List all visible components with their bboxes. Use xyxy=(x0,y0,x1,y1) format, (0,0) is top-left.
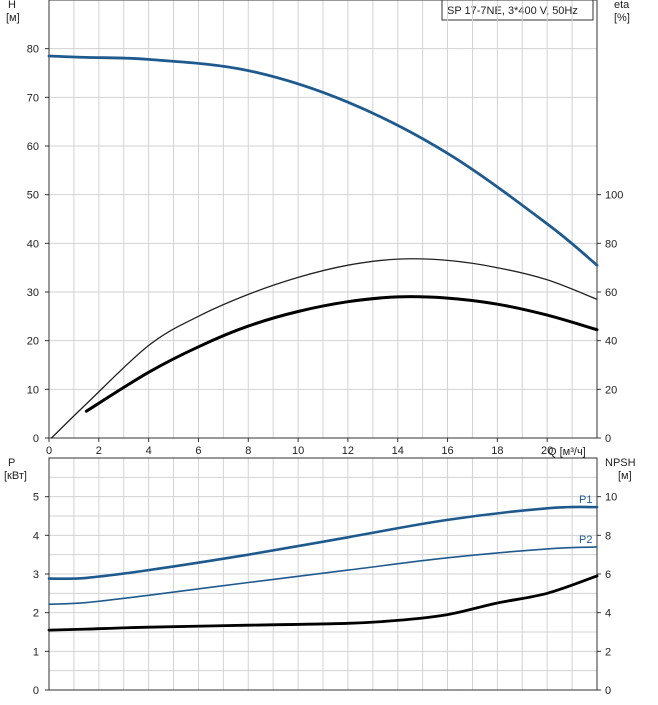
x-tick-label: 14 xyxy=(392,445,404,457)
top-left-tick-label: 70 xyxy=(27,92,39,104)
bottom-right-tick-label: 4 xyxy=(605,608,611,620)
bottom-right-tick-label: 6 xyxy=(605,569,611,581)
bottom-left-tick-label: 4 xyxy=(33,530,39,542)
bottom-right-tick-label: 8 xyxy=(605,530,611,542)
chart-title: SP 17-7NE, 3*400 V, 50Hz xyxy=(447,5,578,17)
bottom-left-tick-label: 1 xyxy=(33,646,39,658)
top-right-tick-label: 60 xyxy=(605,287,617,299)
bottom-right-tick-label: 0 xyxy=(605,685,611,697)
top-right-tick-label: 20 xyxy=(605,384,617,396)
top-left-axis-unit: [м] xyxy=(6,12,20,24)
bottom-left-tick-label: 2 xyxy=(33,608,39,620)
bottom-left-tick-label: 3 xyxy=(33,569,39,581)
series-label-p1: P1 xyxy=(579,494,592,506)
bottom-left-tick-label: 5 xyxy=(33,492,39,504)
efficiency-pump-curve xyxy=(84,295,599,413)
head-curve xyxy=(47,54,599,267)
top-right-tick-label: 0 xyxy=(605,433,611,445)
x-tick-label: 12 xyxy=(342,445,354,457)
top-left-tick-label: 30 xyxy=(27,287,39,299)
bottom-left-axis-unit: [кВт] xyxy=(4,470,27,482)
x-axis-label: Q [м³/ч] xyxy=(548,446,586,458)
x-tick-label: 16 xyxy=(441,445,453,457)
top-right-tick-label: 80 xyxy=(605,238,617,250)
x-tick-label: 0 xyxy=(46,445,52,457)
top-plot-frame xyxy=(48,0,598,439)
top-right-tick-label: 40 xyxy=(605,336,617,348)
x-tick-label: 18 xyxy=(491,445,503,457)
npsh-curve xyxy=(47,574,599,632)
power-p1-curve xyxy=(47,505,599,581)
top-left-tick-label: 60 xyxy=(27,141,39,153)
x-tick-label: 2 xyxy=(96,445,102,457)
x-tick-label: 10 xyxy=(292,445,304,457)
top-right-tick-label: 100 xyxy=(605,190,623,202)
top-left-axis-label: H xyxy=(8,0,16,11)
top-right-axis-unit: [%] xyxy=(614,12,630,24)
top-left-tick-label: 20 xyxy=(27,336,39,348)
power-p2-curve xyxy=(48,546,598,605)
top-left-tick-label: 0 xyxy=(33,433,39,445)
x-tick-label: 20 xyxy=(541,445,553,457)
top-left-tick-label: 80 xyxy=(27,44,39,56)
efficiency-total-curve xyxy=(50,258,598,439)
chart-title-box xyxy=(441,0,594,21)
series-label-p2: P2 xyxy=(579,534,592,546)
bottom-left-tick-label: 0 xyxy=(33,685,39,697)
x-tick-label: 8 xyxy=(245,445,251,457)
x-tick-label: 6 xyxy=(195,445,201,457)
x-tick-label: 4 xyxy=(146,445,152,457)
top-left-tick-label: 40 xyxy=(27,238,39,250)
top-left-tick-label: 50 xyxy=(27,190,39,202)
bottom-right-axis-label: NPSH xyxy=(605,457,636,469)
bottom-right-tick-label: 10 xyxy=(605,492,617,504)
bottom-right-axis-unit: [м] xyxy=(618,470,632,482)
bottom-right-tick-label: 2 xyxy=(605,646,611,658)
top-left-tick-label: 10 xyxy=(27,384,39,396)
bottom-left-axis-label: P xyxy=(8,457,15,469)
top-right-axis-label: eta xyxy=(614,0,630,11)
